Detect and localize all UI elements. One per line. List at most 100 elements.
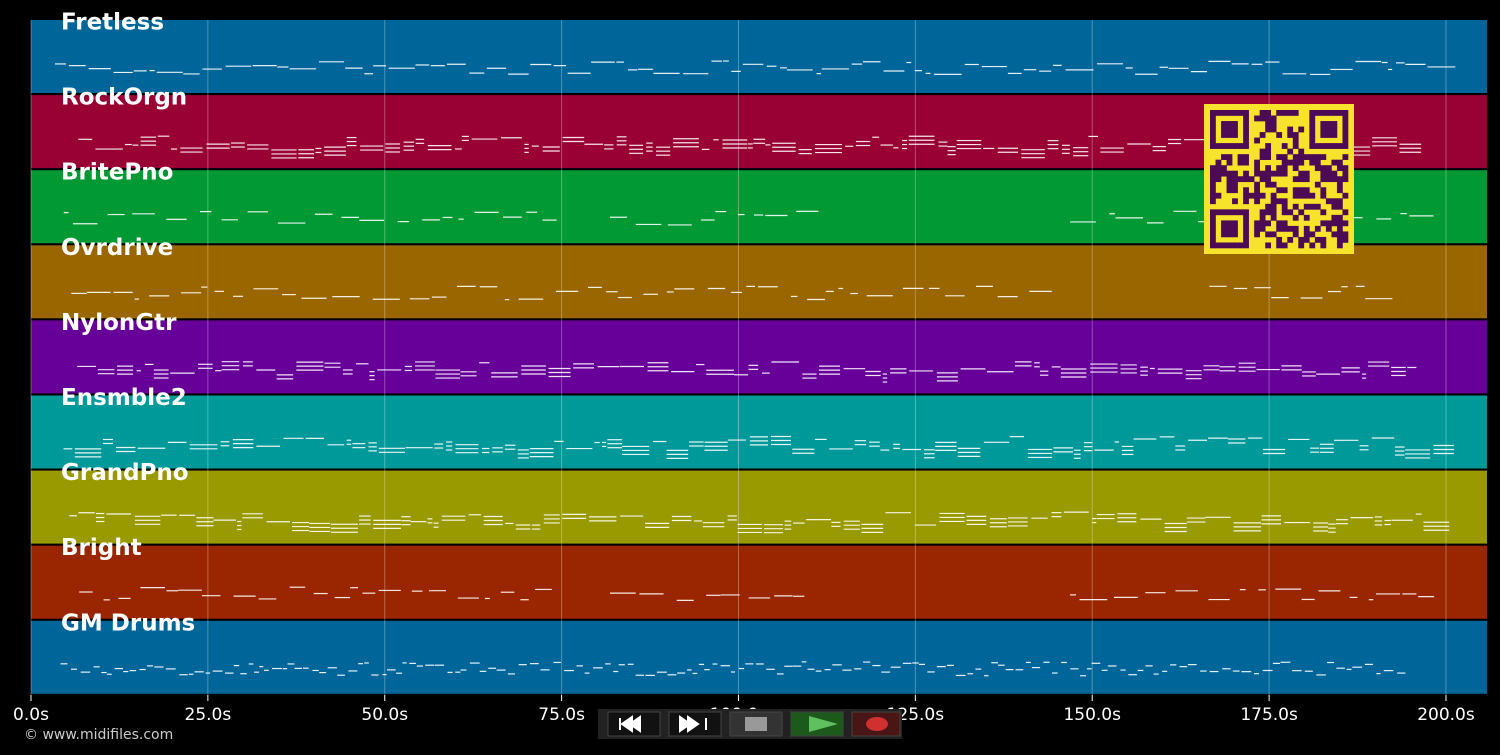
qr-cell	[1287, 159, 1294, 166]
qr-cell	[1215, 242, 1222, 249]
track-name: Ensmble2	[61, 385, 187, 411]
fast-forward-button[interactable]	[668, 711, 722, 737]
qr-cell	[1320, 165, 1327, 172]
track-name: NylonGtr	[61, 310, 177, 336]
qr-cell	[1243, 121, 1249, 127]
qr-cell	[1336, 110, 1343, 116]
qr-cell	[1331, 220, 1338, 227]
qr-cell	[1276, 225, 1283, 232]
play-button[interactable]	[790, 711, 844, 737]
qr-cell	[1226, 126, 1233, 133]
qr-cell	[1336, 231, 1343, 238]
tick-label: 25.0s	[185, 705, 232, 725]
qr-cell	[1342, 170, 1349, 177]
qr-cell	[1270, 121, 1277, 127]
qr-cell	[1243, 170, 1249, 177]
qr-cell	[1309, 192, 1316, 199]
qr-cell	[1292, 176, 1299, 183]
qr-cell	[1320, 143, 1327, 149]
play-icon[interactable]	[809, 716, 838, 732]
stop-button[interactable]	[729, 711, 783, 737]
qr-cell	[1265, 181, 1272, 188]
track-name: Bright	[61, 535, 142, 561]
qr-cell	[1309, 143, 1316, 149]
qr-cell	[1226, 181, 1233, 188]
tick-label: 150.0s	[1063, 705, 1121, 725]
qr-cell	[1336, 214, 1343, 221]
qr-cell	[1281, 242, 1288, 249]
qr-cell	[1320, 236, 1327, 243]
qr-cell	[1232, 126, 1238, 133]
qr-cell	[1276, 236, 1283, 243]
qr-cell	[1232, 181, 1238, 188]
qr-cell	[1287, 126, 1294, 133]
qr-cell	[1331, 126, 1338, 133]
qr-cell	[1276, 154, 1283, 160]
qr-cell	[1314, 181, 1321, 188]
qr-cell	[1237, 154, 1244, 160]
qr-cell	[1254, 115, 1260, 122]
qr-cell	[1325, 165, 1332, 172]
qr-cell	[1292, 143, 1299, 149]
qr-cell	[1325, 225, 1332, 232]
qr-cell	[1221, 132, 1227, 138]
qr-cell	[1243, 209, 1249, 216]
qr-cell	[1292, 187, 1299, 194]
qr-cell	[1309, 126, 1316, 133]
qr-cell	[1243, 231, 1249, 238]
qr-cell	[1281, 154, 1288, 160]
qr-cell	[1243, 220, 1249, 227]
ff-icon[interactable]	[679, 715, 707, 733]
qr-cell	[1303, 192, 1310, 199]
qr-cell	[1232, 121, 1238, 127]
qr-cell	[1331, 176, 1338, 183]
qr-cell	[1342, 192, 1349, 199]
qr-cell	[1303, 176, 1310, 183]
qr-cell	[1320, 242, 1327, 249]
qr-cell	[1226, 176, 1233, 183]
qr-cell	[1221, 225, 1227, 232]
qr-cell	[1314, 225, 1321, 232]
qr-cell	[1331, 159, 1338, 166]
qr-cell	[1276, 170, 1283, 177]
qr-cell	[1292, 110, 1299, 116]
qr-cell	[1298, 126, 1305, 133]
stop-icon[interactable]	[745, 717, 767, 731]
qr-cell	[1232, 231, 1238, 238]
qr-cell	[1210, 220, 1216, 227]
qr-cell	[1292, 154, 1299, 160]
record-icon[interactable]	[866, 717, 888, 731]
qr-cell	[1336, 225, 1343, 232]
qr-code	[1204, 104, 1354, 254]
qr-cell	[1248, 192, 1255, 199]
qr-cell	[1342, 115, 1349, 122]
qr-cell	[1215, 192, 1222, 199]
qr-cell	[1259, 132, 1266, 138]
qr-cell	[1281, 170, 1288, 177]
qr-cell	[1292, 231, 1299, 238]
rewind-icon[interactable]	[619, 715, 641, 733]
qr-cell	[1259, 110, 1266, 116]
qr-cell	[1281, 198, 1288, 205]
qr-cell	[1254, 159, 1260, 166]
qr-cell	[1292, 225, 1299, 232]
rewind-button[interactable]	[607, 711, 661, 737]
qr-cell	[1265, 121, 1272, 127]
qr-cell	[1254, 165, 1260, 172]
qr-cell	[1243, 110, 1249, 116]
qr-cell	[1265, 231, 1272, 238]
qr-cell	[1232, 209, 1238, 216]
qr-cell	[1309, 242, 1316, 249]
qr-cell	[1309, 203, 1316, 210]
qr-cell	[1309, 154, 1316, 160]
qr-cell	[1254, 137, 1260, 144]
qr-cell	[1325, 176, 1332, 183]
qr-cell	[1331, 121, 1338, 127]
qr-cell	[1248, 176, 1255, 183]
qr-cell	[1259, 176, 1266, 183]
qr-cell	[1270, 214, 1277, 221]
qr-cell	[1342, 209, 1349, 216]
qr-cell	[1336, 181, 1343, 188]
qr-cell	[1314, 110, 1321, 116]
record-button[interactable]	[851, 711, 901, 737]
